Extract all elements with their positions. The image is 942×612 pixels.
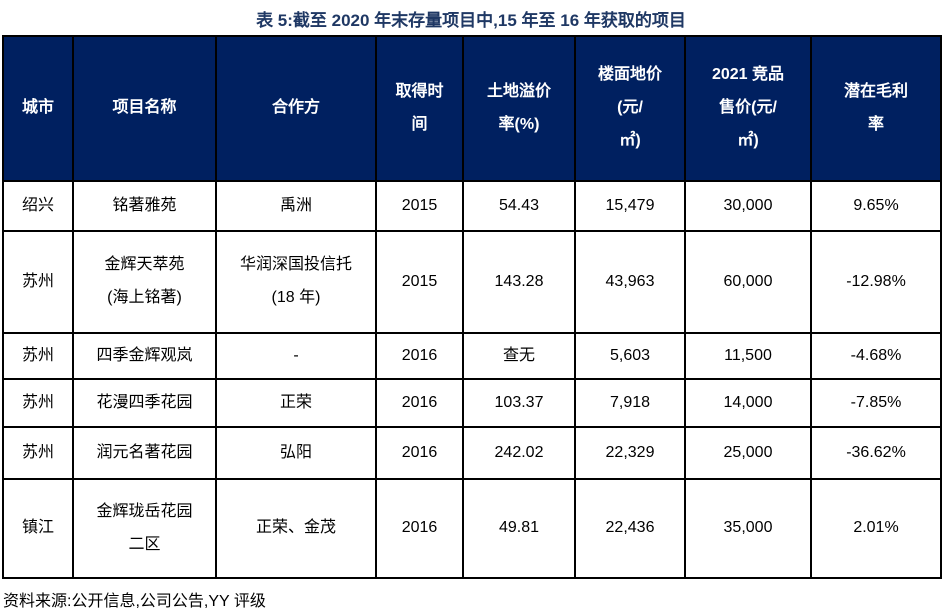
cell-acquisition-year: 2016: [375, 378, 464, 428]
col-project-name: 项目名称: [72, 35, 217, 182]
table-row: 苏州 花漫四季花园 正荣 2016 103.37 7,918 14,000 -7…: [2, 378, 942, 428]
cell-project-name: 铭著雅苑: [72, 180, 217, 232]
cell-city: 绍兴: [2, 180, 74, 232]
cell-2021-competitor-price: 25,000: [684, 426, 812, 480]
table-row: 苏州 金辉天萃苑 (海上铭著) 华润深国投信托 (18 年) 2015 143.…: [2, 230, 942, 334]
col-city: 城市: [2, 35, 74, 182]
cell-partner: 禹洲: [215, 180, 377, 232]
col-land-premium-rate: 土地溢价 率(%): [462, 35, 576, 182]
cell-floor-price: 5,603: [574, 332, 686, 380]
source-note: 资料来源:公开信息,公司公告,YY 评级: [3, 593, 266, 610]
cell-floor-price: 43,963: [574, 230, 686, 334]
cell-floor-price: 7,918: [574, 378, 686, 428]
cell-potential-gross-margin: -4.68%: [810, 332, 942, 380]
cell-2021-competitor-price: 30,000: [684, 180, 812, 232]
cell-partner: -: [215, 332, 377, 380]
cell-2021-competitor-price: 60,000: [684, 230, 812, 334]
cell-land-premium-rate: 49.81: [462, 478, 576, 579]
cell-land-premium-rate: 查无: [462, 332, 576, 380]
cell-acquisition-year: 2016: [375, 332, 464, 380]
table-title: 表 5:截至 2020 年末存量项目中,15 年至 16 年获取的项目: [256, 11, 686, 30]
cell-city: 镇江: [2, 478, 74, 579]
cell-city: 苏州: [2, 230, 74, 334]
cell-partner: 华润深国投信托 (18 年): [215, 230, 377, 334]
projects-table: 城市 项目名称 合作方 取得时 间 土地溢价 率(%) 楼面地价 (元/ ㎡) …: [2, 35, 942, 579]
cell-partner: 弘阳: [215, 426, 377, 480]
cell-city: 苏州: [2, 332, 74, 380]
cell-partner: 正荣、金茂: [215, 478, 377, 579]
cell-floor-price: 22,329: [574, 426, 686, 480]
cell-project-name: 花漫四季花园: [72, 378, 217, 428]
col-potential-gross-margin: 潜在毛利 率: [810, 35, 942, 182]
table-row: 苏州 四季金辉观岚 - 2016 查无 5,603 11,500 -4.68%: [2, 332, 942, 380]
cell-2021-competitor-price: 11,500: [684, 332, 812, 380]
cell-project-name: 金辉天萃苑 (海上铭著): [72, 230, 217, 334]
cell-acquisition-year: 2016: [375, 426, 464, 480]
cell-acquisition-year: 2015: [375, 230, 464, 334]
col-acquisition-year: 取得时 间: [375, 35, 464, 182]
table-row: 镇江 金辉珑岳花园 二区 正荣、金茂 2016 49.81 22,436 35,…: [2, 478, 942, 579]
header-row: 城市 项目名称 合作方 取得时 间 土地溢价 率(%) 楼面地价 (元/ ㎡) …: [2, 35, 942, 182]
cell-acquisition-year: 2015: [375, 180, 464, 232]
cell-2021-competitor-price: 14,000: [684, 378, 812, 428]
cell-floor-price: 15,479: [574, 180, 686, 232]
cell-potential-gross-margin: 9.65%: [810, 180, 942, 232]
cell-project-name: 金辉珑岳花园 二区: [72, 478, 217, 579]
cell-potential-gross-margin: -12.98%: [810, 230, 942, 334]
cell-land-premium-rate: 103.37: [462, 378, 576, 428]
cell-city: 苏州: [2, 426, 74, 480]
cell-potential-gross-margin: 2.01%: [810, 478, 942, 579]
cell-floor-price: 22,436: [574, 478, 686, 579]
cell-project-name: 四季金辉观岚: [72, 332, 217, 380]
cell-land-premium-rate: 143.28: [462, 230, 576, 334]
cell-potential-gross-margin: -7.85%: [810, 378, 942, 428]
cell-acquisition-year: 2016: [375, 478, 464, 579]
table-row: 绍兴 铭著雅苑 禹洲 2015 54.43 15,479 30,000 9.65…: [2, 180, 942, 232]
cell-potential-gross-margin: -36.62%: [810, 426, 942, 480]
col-partner: 合作方: [215, 35, 377, 182]
cell-partner: 正荣: [215, 378, 377, 428]
cell-project-name: 润元名著花园: [72, 426, 217, 480]
table-row: 苏州 润元名著花园 弘阳 2016 242.02 22,329 25,000 -…: [2, 426, 942, 480]
cell-city: 苏州: [2, 378, 74, 428]
cell-2021-competitor-price: 35,000: [684, 478, 812, 579]
cell-land-premium-rate: 242.02: [462, 426, 576, 480]
col-floor-price: 楼面地价 (元/ ㎡): [574, 35, 686, 182]
cell-land-premium-rate: 54.43: [462, 180, 576, 232]
col-2021-competitor-price: 2021 竞品 售价(元/ ㎡): [684, 35, 812, 182]
